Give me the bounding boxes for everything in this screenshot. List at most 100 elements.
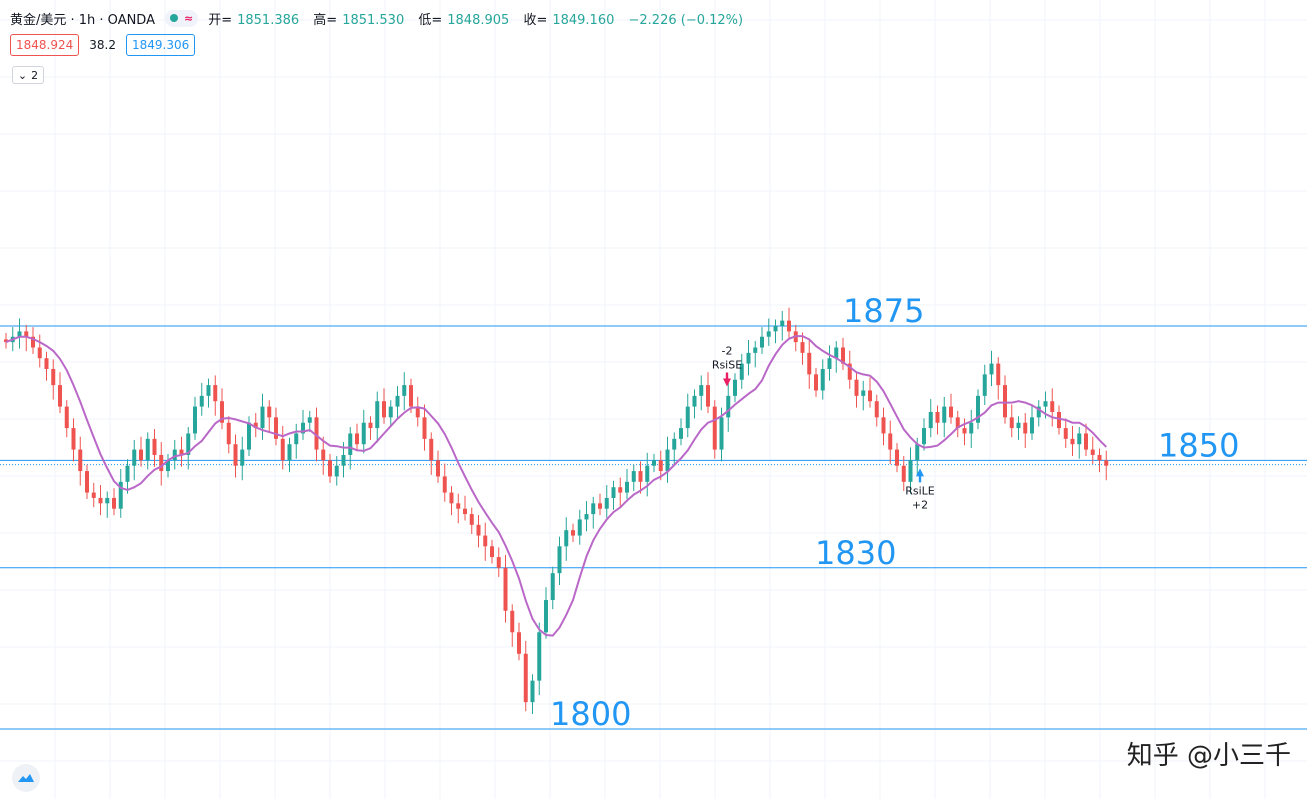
candle-body [868, 390, 872, 402]
candle-body [280, 438, 285, 461]
candle-body [787, 320, 791, 332]
candle-body [314, 417, 319, 450]
candle-body [1043, 401, 1048, 407]
candle-body [51, 368, 56, 386]
candle-body [631, 471, 636, 482]
candle-body [692, 395, 697, 407]
candle-body [463, 508, 467, 515]
candle-body [341, 454, 346, 466]
candle-body [429, 438, 434, 461]
candle-body [71, 428, 76, 450]
candle-body [989, 363, 994, 375]
candle-body [1070, 438, 1075, 445]
candle-body [91, 492, 96, 498]
buy-button[interactable]: 1849.306 [125, 34, 196, 56]
candle-body [328, 460, 332, 477]
candle-body [949, 406, 953, 418]
buy-arrow-icon [916, 468, 924, 483]
candle-body [571, 530, 575, 536]
candle-body [699, 385, 704, 396]
candle-body [17, 331, 22, 337]
change-value: −2.226 (−0.12%) [628, 12, 744, 28]
candle-body [166, 460, 170, 472]
candle-body [1090, 449, 1095, 455]
chevron-down-icon: ⌄ [17, 68, 28, 82]
candle-body [64, 406, 69, 429]
signal-count: +2 [912, 498, 928, 511]
candle-body [679, 428, 683, 439]
candle-body [901, 465, 906, 482]
level-lines: 1875 1850 1830 1800 [0, 292, 1307, 733]
candle-body [922, 428, 926, 445]
candle-body [1036, 406, 1041, 418]
candle-body [841, 347, 845, 364]
candle-body [58, 385, 62, 407]
candle-body [834, 347, 839, 359]
candle-body [564, 530, 569, 547]
high-value: 1851.530 [342, 12, 405, 28]
candle-body [753, 347, 758, 353]
candle-body [422, 417, 427, 439]
candle-body [31, 336, 35, 348]
candle-body [253, 422, 258, 429]
candle-body [78, 449, 83, 472]
candle-body [206, 385, 211, 396]
symbol-title[interactable]: 黄金/美元 · 1h · OANDA [10, 12, 155, 28]
sell-button[interactable]: 1848.924 [10, 34, 80, 56]
candle-body [220, 401, 224, 423]
candle-body [537, 632, 542, 681]
status-pill[interactable]: ≈ [164, 9, 199, 27]
candle-body [402, 385, 407, 396]
candle-body [240, 449, 245, 466]
candle-body [861, 390, 866, 396]
candle-body [456, 503, 461, 509]
candle-body [395, 395, 400, 407]
candle-body [348, 433, 353, 455]
candle-body [928, 411, 933, 429]
candle-body [1050, 401, 1055, 412]
candle-body [955, 417, 960, 429]
open-value: 1851.386 [237, 12, 300, 28]
candle-body [773, 326, 778, 332]
candle-body [746, 352, 751, 364]
candle-body [469, 514, 474, 525]
signal-count: -2 [722, 344, 733, 357]
candle-body [874, 401, 879, 418]
candle-body [598, 503, 602, 509]
candle-body [847, 363, 852, 380]
candle-body [388, 406, 393, 418]
candle-body [85, 471, 89, 493]
candle-body [476, 524, 481, 536]
candle-body [726, 395, 731, 418]
candle-body [733, 379, 737, 396]
candle-body [739, 363, 744, 380]
candle-body [780, 320, 785, 326]
candle-body [503, 567, 508, 611]
indicator-collapse-button[interactable]: ⌄ 2 [12, 66, 44, 84]
candle-body [132, 449, 137, 466]
candle-body [139, 449, 143, 461]
candle-body [712, 406, 717, 450]
candle-body [1009, 417, 1014, 429]
candle-body [125, 465, 130, 482]
candle-body [1097, 454, 1102, 461]
candle-body [321, 449, 326, 461]
candle-body [409, 385, 413, 407]
tradingview-logo-icon[interactable] [12, 764, 40, 792]
candle-body [719, 417, 724, 450]
trade-panel: 1848.924 38.2 1849.306 [10, 34, 196, 56]
candle-body [24, 331, 29, 337]
ohlc-readout: 开= 1851.386 高= 1851.530 低= 1848.905 收= 1849.… [208, 12, 744, 28]
candle-body [510, 610, 515, 633]
chart-header: 黄金/美元 · 1h · OANDA ≈ 开= 1851.386 高= 1851.5… [10, 8, 748, 28]
candle-body [530, 680, 535, 703]
candle-body [449, 492, 454, 504]
candles [4, 307, 1109, 714]
candle-body [658, 460, 663, 472]
candle-body [544, 600, 548, 633]
candle-body [483, 535, 488, 547]
candle-body [915, 444, 920, 461]
candle-body [415, 406, 420, 418]
